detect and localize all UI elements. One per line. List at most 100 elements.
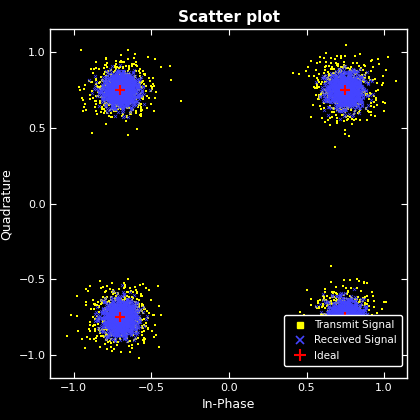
Point: [118, 102, 125, 108]
Point: [134, 316, 141, 323]
Point: [113, 328, 119, 335]
Point: [108, 319, 115, 326]
Point: [342, 315, 349, 322]
Point: [327, 89, 334, 96]
Point: [336, 341, 342, 348]
Point: [340, 92, 346, 99]
Point: [344, 317, 351, 323]
Point: [351, 323, 358, 330]
Point: [343, 82, 350, 89]
Point: [111, 309, 118, 316]
Point: [115, 307, 121, 313]
Point: [338, 87, 345, 94]
Point: [130, 88, 136, 94]
Point: [350, 92, 357, 99]
Point: [357, 300, 364, 307]
Point: [341, 91, 347, 97]
Point: [343, 327, 350, 334]
Point: [345, 298, 352, 305]
Point: [129, 303, 136, 310]
Point: [341, 118, 348, 125]
Point: [360, 320, 367, 326]
Point: [107, 314, 113, 321]
Point: [358, 319, 365, 326]
Point: [333, 311, 339, 318]
Point: [348, 319, 355, 326]
Point: [128, 87, 134, 94]
Point: [115, 68, 122, 74]
Point: [111, 92, 118, 99]
Point: [357, 75, 364, 82]
Point: [352, 296, 359, 303]
Point: [119, 74, 126, 81]
Point: [332, 82, 339, 89]
Point: [133, 323, 139, 330]
Point: [333, 89, 340, 96]
Point: [124, 87, 131, 94]
Point: [337, 103, 344, 110]
Point: [119, 94, 126, 100]
Point: [361, 310, 368, 317]
Point: [101, 309, 108, 316]
Point: [349, 304, 355, 311]
Point: [121, 97, 128, 104]
Point: [357, 299, 363, 306]
Point: [333, 319, 340, 326]
Point: [119, 318, 126, 324]
Point: [352, 87, 358, 94]
Point: [344, 95, 350, 102]
Point: [110, 331, 116, 338]
Point: [131, 313, 137, 320]
Point: [336, 96, 342, 103]
Point: [310, 322, 316, 329]
Point: [352, 80, 359, 87]
Point: [123, 299, 129, 305]
Point: [351, 320, 357, 327]
Point: [124, 320, 131, 327]
Point: [125, 310, 131, 316]
Point: [348, 107, 354, 114]
Point: [310, 102, 316, 108]
Point: [111, 320, 118, 327]
Point: [346, 316, 352, 323]
Point: [122, 318, 129, 325]
Point: [344, 77, 350, 84]
Point: [339, 85, 345, 92]
Point: [134, 310, 140, 317]
Point: [347, 83, 354, 90]
Point: [128, 331, 134, 338]
Point: [107, 96, 114, 103]
Point: [350, 83, 357, 90]
Point: [340, 290, 347, 297]
Point: [117, 103, 124, 110]
Point: [121, 303, 128, 310]
Point: [115, 331, 121, 338]
Point: [138, 89, 145, 95]
Point: [349, 307, 356, 313]
Point: [323, 80, 329, 87]
Point: [122, 315, 129, 322]
Point: [338, 92, 344, 98]
Point: [334, 291, 341, 298]
Point: [342, 307, 349, 314]
Point: [350, 309, 357, 315]
Point: [340, 316, 347, 323]
Point: [344, 307, 350, 314]
Point: [338, 306, 344, 313]
Point: [357, 83, 364, 90]
Point: [132, 311, 139, 318]
Point: [118, 82, 125, 89]
Point: [341, 306, 348, 313]
Point: [149, 84, 156, 90]
Point: [150, 334, 157, 341]
Point: [345, 314, 352, 320]
Point: [120, 312, 127, 318]
Point: [347, 92, 354, 99]
Point: [333, 318, 339, 324]
Point: [119, 308, 126, 315]
Point: [354, 67, 360, 74]
Point: [109, 280, 116, 286]
Point: [111, 76, 118, 83]
Point: [332, 80, 339, 87]
Point: [120, 313, 127, 320]
